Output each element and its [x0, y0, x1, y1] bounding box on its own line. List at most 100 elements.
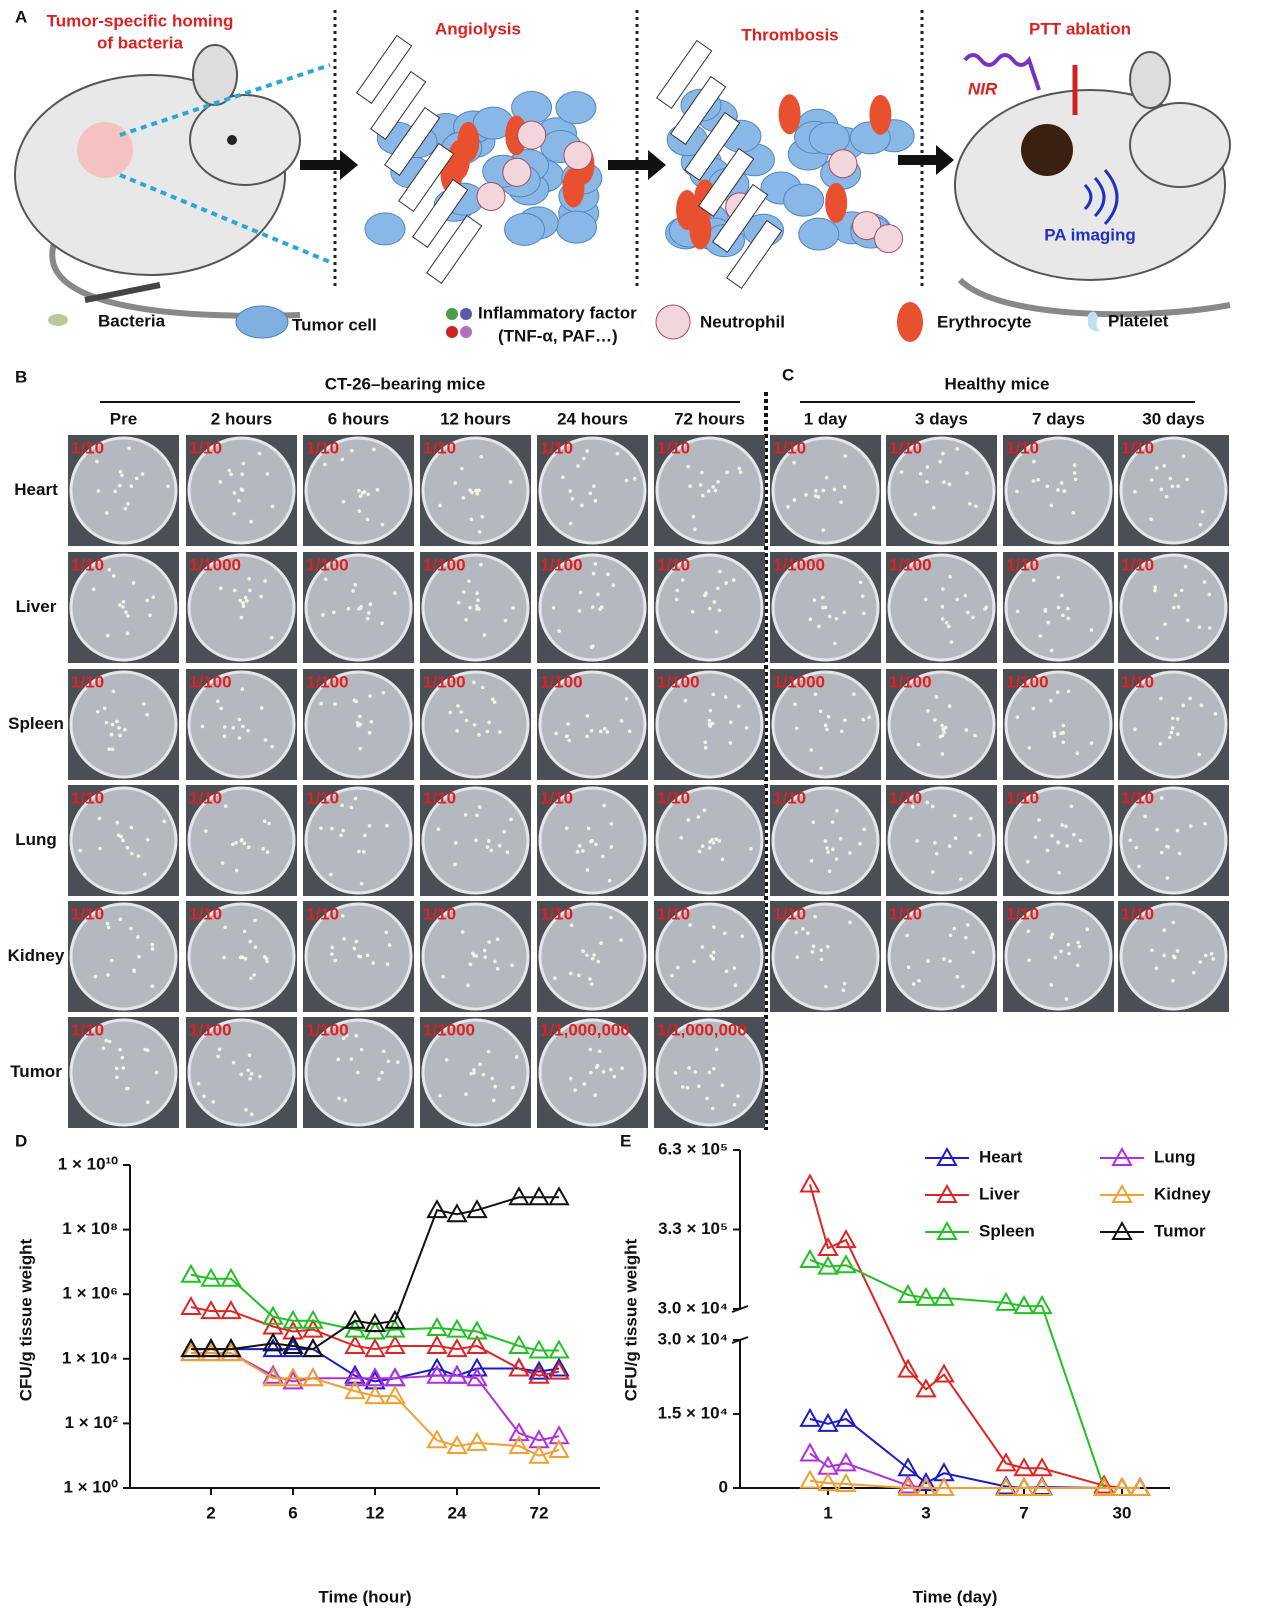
colony: [367, 611, 371, 615]
colony: [824, 984, 828, 989]
colony: [1179, 588, 1184, 593]
dilution-label: 1/10: [889, 904, 922, 923]
dilution-label: 1/10: [71, 672, 104, 691]
colony: [110, 747, 115, 752]
colony: [1162, 464, 1167, 468]
colony: [827, 869, 832, 874]
colony: [470, 490, 474, 495]
colony: [925, 479, 929, 484]
colony: [355, 720, 360, 725]
colony: [1171, 954, 1176, 959]
colony: [126, 614, 130, 618]
colony: [265, 472, 270, 476]
colony: [1159, 850, 1164, 855]
colony: [1031, 706, 1036, 711]
colony: [708, 840, 712, 844]
colony: [493, 959, 497, 964]
legend-marker: [936, 1146, 958, 1166]
legend-marker: [936, 1220, 958, 1240]
colony: [913, 512, 918, 517]
colony: [125, 845, 130, 850]
colony: [1060, 823, 1064, 827]
colony: [959, 877, 963, 881]
erythrocyte: [689, 209, 712, 250]
data-point: [384, 1334, 406, 1354]
colony: [485, 729, 490, 734]
colony: [786, 505, 790, 509]
colony: [124, 610, 128, 614]
colony: [262, 819, 267, 824]
colony: [971, 615, 975, 619]
data-point: [426, 1199, 448, 1219]
colony: [690, 610, 695, 614]
data-point: [817, 1255, 839, 1275]
colony: [243, 956, 248, 961]
data-point: [302, 1338, 324, 1358]
plate: [887, 436, 996, 545]
colony: [493, 1084, 498, 1089]
colony: [917, 978, 921, 983]
colony: [589, 982, 594, 986]
dilution-label: 1/10: [540, 904, 573, 923]
colony: [1059, 949, 1063, 953]
colony: [202, 1094, 206, 1098]
data-point: [262, 1305, 284, 1325]
vessel-wall: [426, 214, 483, 284]
colony: [365, 953, 370, 958]
colony: [953, 813, 957, 818]
colony: [670, 973, 674, 978]
colony: [581, 849, 585, 853]
colony: [105, 921, 110, 926]
data-point: [1013, 1295, 1035, 1315]
tumor-cell: [798, 217, 840, 251]
colony: [476, 598, 480, 603]
colony: [131, 581, 136, 585]
colony: [477, 530, 482, 534]
colony: [1037, 818, 1041, 822]
colony: [1031, 578, 1036, 582]
colony: [371, 961, 376, 965]
dilution-label: 1/100: [889, 672, 932, 691]
colony: [964, 935, 968, 940]
colony: [464, 718, 469, 723]
y-axis-title: CFU/g tissue weight: [16, 1238, 35, 1401]
dilution-label: 1/10: [306, 904, 339, 923]
data-point: [548, 1186, 570, 1206]
colony: [581, 949, 585, 953]
column-header: 12 hours: [440, 409, 511, 428]
colony: [1067, 951, 1071, 956]
data-point: [262, 1338, 284, 1358]
colony: [1128, 838, 1132, 842]
data-point: [384, 1385, 406, 1405]
x-tick-label: 7: [1019, 1503, 1028, 1522]
colony: [475, 607, 479, 611]
colony: [594, 1065, 599, 1069]
colony: [229, 472, 233, 477]
colony: [365, 517, 370, 522]
colony: [96, 709, 100, 714]
series-line: [809, 1452, 1140, 1489]
neutrophil: [502, 157, 532, 187]
data-point: [528, 1360, 550, 1380]
data-point: [282, 1334, 304, 1354]
colony: [1015, 609, 1020, 614]
colony: [1076, 940, 1080, 945]
colony: [110, 722, 115, 727]
colony: [231, 726, 236, 730]
colony: [241, 461, 246, 466]
colony: [248, 588, 252, 593]
plate: [538, 670, 647, 779]
colony: [712, 1066, 716, 1071]
y-tick-label: 1 × 10⁰: [63, 1477, 118, 1496]
y-tick-label: 0: [719, 1477, 728, 1496]
colony: [1064, 997, 1069, 1001]
colony: [1055, 690, 1060, 694]
dilution-label: 1/1000: [423, 1020, 475, 1039]
colony: [333, 958, 337, 963]
colony: [242, 929, 247, 934]
colony: [926, 959, 930, 963]
dilution-label: 1/1,000,000: [540, 1020, 630, 1039]
colony: [795, 955, 800, 959]
series-line: [809, 1259, 1140, 1489]
colony: [115, 820, 120, 825]
